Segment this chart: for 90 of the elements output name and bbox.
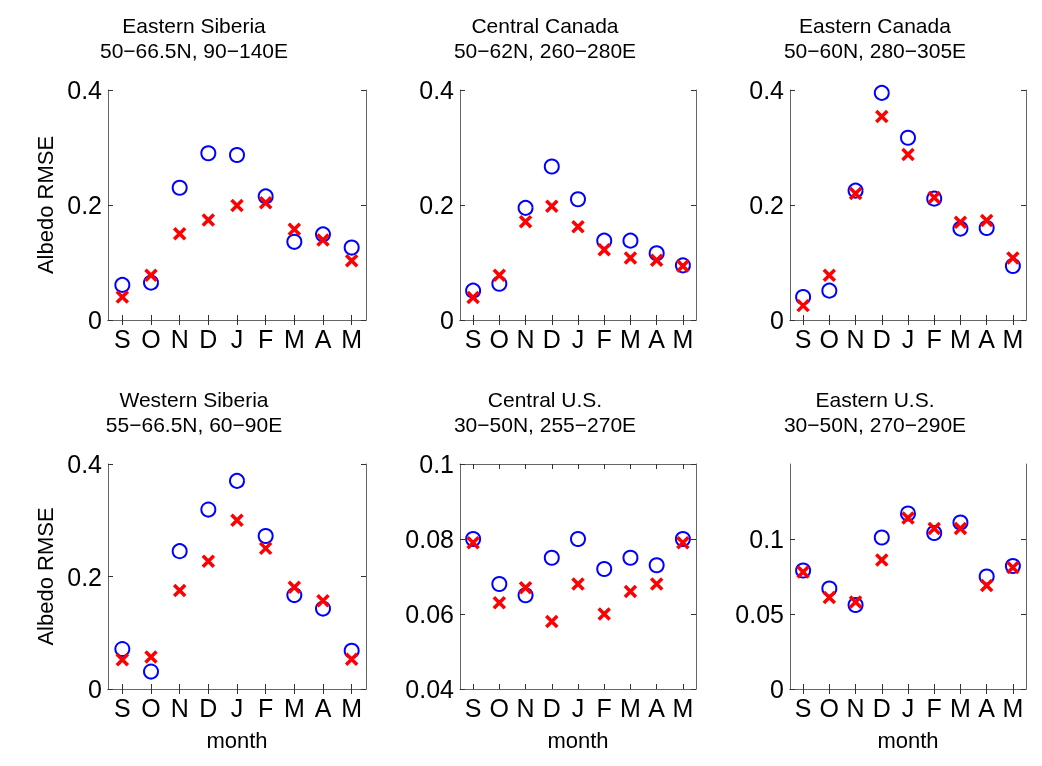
chart-title: Eastern Siberia (122, 14, 267, 37)
x-tick-label: F (258, 324, 274, 353)
chart-subtitle: 30−50N, 270−290E (783, 413, 967, 436)
chart-title: Central Canada (471, 14, 619, 37)
y-tick-label: 0 (770, 675, 784, 703)
x-tick-label: A (314, 693, 332, 722)
y-tick-label: 0.2 (67, 191, 102, 219)
x-tick-label: J (230, 693, 244, 722)
x-tick-label: F (926, 324, 942, 353)
y-tick-label: 0 (440, 306, 454, 334)
y-tick-label: 0.4 (419, 76, 455, 104)
y-tick-label: 0.1 (749, 525, 784, 553)
x-tick-label: F (596, 693, 612, 722)
y-axis-title: Albedo RMSE (32, 507, 58, 646)
y-tick-label: 0.08 (405, 525, 454, 553)
chart-title: Eastern U.S. (815, 388, 935, 411)
y-tick-label: 0.2 (749, 191, 784, 219)
x-tick-label: M (1002, 324, 1024, 353)
x-tick-label: F (596, 324, 612, 353)
x-tick-label: D (872, 693, 891, 722)
x-tick-label: O (819, 324, 840, 353)
x-tick-label: A (648, 324, 666, 353)
x-tick-label: M (1002, 693, 1024, 722)
x-tick-label: N (516, 324, 535, 353)
x-tick-label: D (199, 693, 218, 722)
chart-subtitle: 50−66.5N, 90−140E (100, 39, 288, 62)
x-tick-label: M (950, 693, 971, 722)
x-tick-label: A (978, 324, 996, 353)
x-tick-label: O (141, 693, 161, 722)
chart-subtitle: 50−60N, 280−305E (783, 39, 967, 62)
x-tick-label: M (620, 693, 641, 722)
chart-subtitle: 30−50N, 255−270E (453, 413, 637, 436)
x-tick-label: J (901, 324, 915, 353)
x-tick-label: S (794, 324, 812, 353)
y-tick-label: 0.06 (405, 600, 454, 628)
x-tick-label: N (170, 324, 189, 353)
x-tick-label: M (341, 324, 363, 353)
y-tick-label: 0 (88, 306, 102, 334)
x-tick-label: S (113, 324, 131, 353)
y-tick-label: 0.4 (67, 450, 103, 478)
chart-title: Western Siberia (119, 388, 269, 411)
y-tick-label: 0 (88, 675, 102, 703)
x-tick-label: M (341, 693, 363, 722)
x-tick-label: S (794, 693, 812, 722)
x-tick-label: F (926, 693, 942, 722)
x-tick-label: M (283, 693, 305, 722)
y-tick-label: 0.4 (749, 76, 785, 104)
y-tick-label: 0.05 (735, 600, 784, 628)
x-axis-title: month (877, 727, 939, 753)
x-axis-title: month (206, 727, 268, 753)
y-tick-label: 0.2 (67, 562, 102, 591)
x-tick-label: S (113, 693, 131, 722)
x-tick-label: M (950, 324, 971, 353)
chart-subtitle: 55−66.5N, 60−90E (105, 413, 283, 436)
x-tick-label: J (571, 693, 585, 722)
chart-subtitle: 50−62N, 260−280E (453, 39, 637, 62)
y-tick-label: 0 (770, 306, 784, 334)
x-tick-label: O (489, 324, 510, 353)
x-tick-label: A (648, 693, 666, 722)
x-tick-label: M (672, 693, 694, 722)
x-tick-label: N (846, 324, 865, 353)
x-axis-title: month (547, 727, 609, 753)
y-tick-label: 0.2 (419, 191, 454, 219)
x-tick-label: D (199, 324, 218, 353)
x-tick-label: O (141, 324, 161, 353)
chart-title: Eastern Canada (799, 14, 952, 37)
x-tick-label: J (571, 324, 585, 353)
x-tick-label: N (516, 693, 535, 722)
chart-title: Central U.S. (487, 388, 603, 411)
x-tick-label: S (464, 693, 482, 722)
x-tick-label: O (819, 693, 840, 722)
x-tick-label: M (283, 324, 305, 353)
x-tick-label: M (620, 324, 641, 353)
x-tick-label: S (464, 324, 482, 353)
x-tick-label: F (258, 693, 274, 722)
x-tick-label: A (978, 693, 996, 722)
x-tick-label: D (872, 324, 891, 353)
x-tick-label: N (170, 693, 189, 722)
x-tick-label: A (314, 324, 332, 353)
x-tick-label: O (489, 693, 510, 722)
x-tick-label: N (846, 693, 865, 722)
y-axis-title: Albedo RMSE (32, 135, 58, 275)
x-tick-label: M (672, 324, 694, 353)
y-tick-label: 0.1 (419, 450, 454, 478)
y-tick-label: 0.4 (67, 76, 103, 104)
x-tick-label: J (230, 324, 244, 353)
x-tick-label: J (901, 693, 915, 722)
x-tick-label: D (542, 324, 561, 353)
y-tick-label: 0.04 (405, 675, 455, 703)
x-tick-label: D (542, 693, 561, 722)
